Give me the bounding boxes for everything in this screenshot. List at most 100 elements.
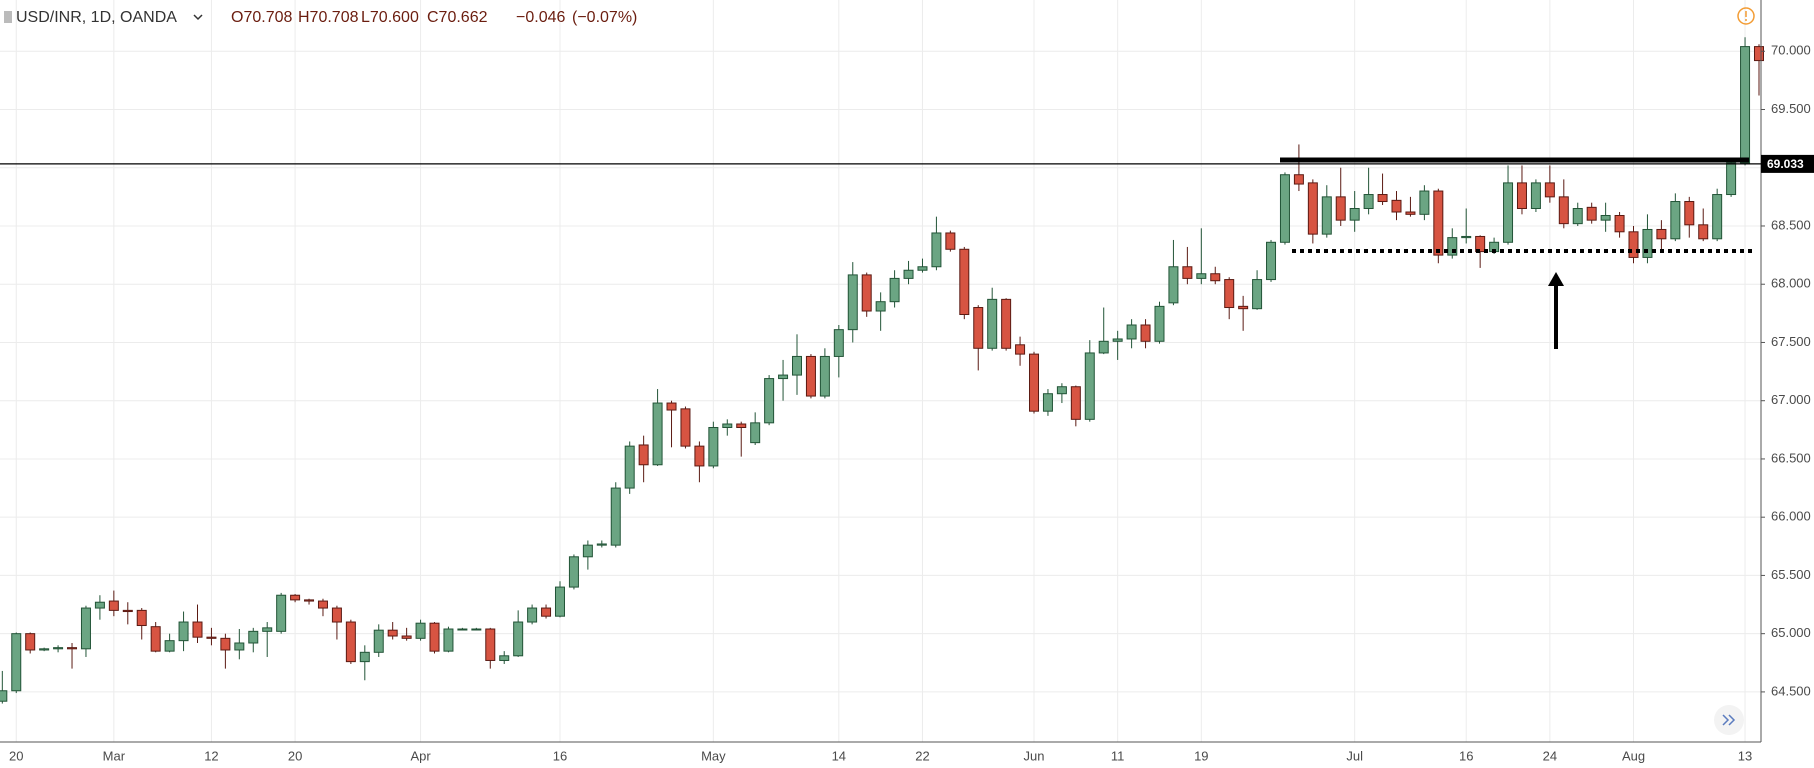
x-tick-label: 22	[915, 748, 929, 763]
candle-body	[875, 301, 886, 312]
candles	[0, 37, 1764, 704]
y-tick-label: 64.500	[1771, 683, 1811, 698]
candle-body	[959, 248, 970, 316]
candle-body	[1600, 214, 1611, 221]
candle-body	[1084, 352, 1095, 420]
x-tick-label: 20	[9, 748, 23, 763]
candle-body	[847, 274, 858, 331]
candle-body	[694, 445, 705, 467]
arrow-head	[1548, 272, 1564, 286]
candle-body	[1405, 211, 1416, 215]
candle-body	[1098, 340, 1109, 354]
candle-body	[1726, 162, 1737, 196]
ohlc-close: C70.662	[427, 9, 488, 26]
candle-body	[53, 647, 64, 650]
candle-body	[415, 622, 426, 639]
candle-body	[67, 647, 78, 650]
candle-body	[1461, 235, 1472, 239]
x-tick-label: 13	[1738, 748, 1752, 763]
candle-body	[610, 487, 621, 546]
x-tick-label: 19	[1194, 748, 1208, 763]
candle-body	[443, 628, 454, 652]
candle-body	[150, 626, 161, 652]
candle-body	[1656, 228, 1667, 240]
candle-body	[1168, 266, 1179, 304]
candle-body	[1001, 298, 1012, 349]
x-tick-label: 20	[288, 748, 302, 763]
candle-body	[1279, 174, 1290, 243]
candle-body	[1614, 214, 1625, 233]
candle-body	[206, 636, 217, 639]
candle-body	[541, 607, 552, 617]
candle-body	[1586, 206, 1597, 221]
candle-body	[80, 607, 91, 650]
candle-body	[1447, 237, 1458, 256]
candle-body	[331, 607, 342, 623]
candle-body	[429, 622, 440, 652]
candle-body	[917, 266, 928, 271]
candle-body	[1042, 393, 1053, 412]
symbol-icon	[4, 11, 12, 23]
candle-body	[1321, 196, 1332, 235]
candle-body	[833, 329, 844, 357]
candle-body	[387, 629, 398, 637]
candle-body	[708, 426, 719, 467]
y-tick-label: 68.000	[1771, 276, 1811, 291]
candle-body	[1363, 194, 1374, 210]
candle-body	[973, 307, 984, 349]
candle-body	[164, 640, 175, 652]
x-tick-label: 12	[204, 748, 218, 763]
candle-body	[108, 600, 119, 611]
candle-body	[931, 232, 942, 268]
candle-body	[1530, 182, 1541, 210]
candle-body	[722, 423, 733, 428]
candle-body	[1419, 190, 1430, 215]
candle-body	[680, 408, 691, 447]
candle-body	[819, 355, 830, 397]
candle-body	[304, 599, 315, 602]
symbol-title[interactable]: USD/INR, 1D, OANDA	[16, 9, 177, 26]
candle-body	[945, 232, 956, 250]
candle-body	[764, 378, 775, 424]
candle-body	[1126, 324, 1137, 340]
candle-body	[1238, 305, 1249, 310]
candle-body	[471, 628, 482, 631]
candle-body	[1224, 279, 1235, 309]
candle-body	[39, 648, 50, 651]
candle-body	[889, 277, 900, 303]
candle-body	[276, 594, 287, 632]
candle-body	[345, 621, 356, 663]
candle-body	[178, 621, 189, 642]
x-tick-label: Jun	[1024, 748, 1045, 763]
candle-body	[1670, 201, 1681, 240]
candle-body	[582, 544, 593, 558]
x-tick-label: 11	[1111, 748, 1125, 763]
candle-body	[317, 600, 328, 609]
candle-body	[1349, 208, 1360, 221]
candle-body	[1740, 46, 1751, 164]
candle-body	[1558, 196, 1569, 225]
ohlc-low: L70.600	[361, 9, 419, 26]
symbol-chevron[interactable]	[193, 14, 203, 21]
x-tick-label: Aug	[1622, 748, 1645, 763]
y-tick-label: 66.000	[1771, 509, 1811, 524]
candle-body	[1266, 241, 1277, 281]
scroll-icon	[1722, 714, 1736, 726]
alert-icon[interactable]	[1737, 7, 1755, 25]
candle-body	[262, 627, 273, 632]
candle-body	[499, 655, 510, 661]
candle-body	[220, 637, 231, 651]
candle-body	[1335, 196, 1346, 221]
candle-body	[1070, 386, 1081, 420]
candle-body	[861, 274, 872, 312]
y-tick-label: 67.000	[1771, 392, 1811, 407]
ohlc-high: H70.708	[298, 9, 359, 26]
candle-body	[736, 423, 747, 428]
alert-icon-dot	[1745, 19, 1747, 21]
y-tick-label: 65.000	[1771, 625, 1811, 640]
candle-body	[1391, 199, 1402, 213]
x-tick-label: Apr	[410, 748, 431, 763]
candle-body	[0, 690, 8, 702]
candle-body	[1753, 46, 1764, 62]
